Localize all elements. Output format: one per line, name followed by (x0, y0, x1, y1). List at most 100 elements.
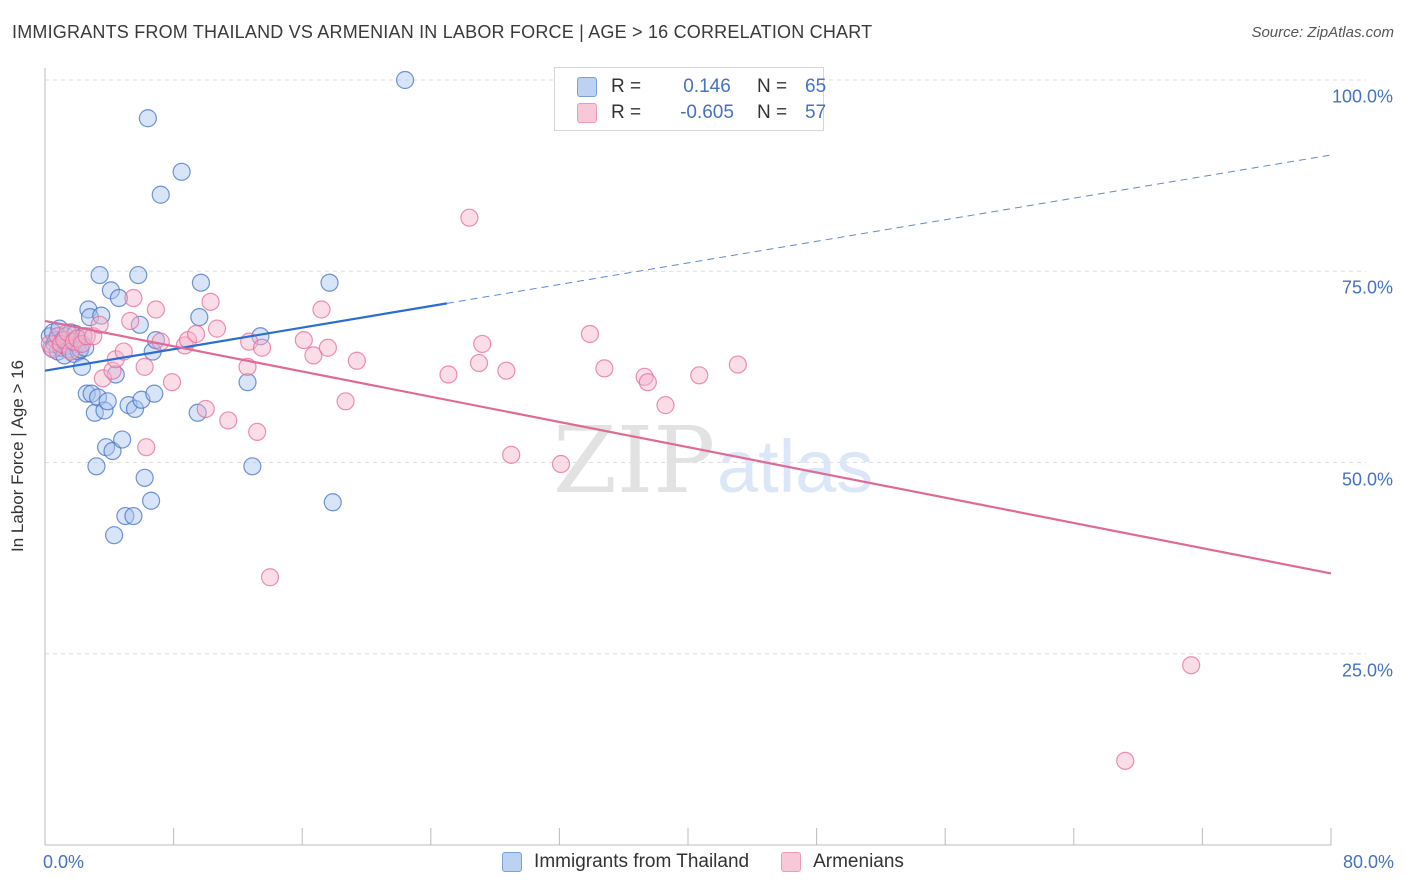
point-armenians (304, 346, 323, 365)
stats-legend: R = 0.146 N = 65 R = -0.605 N = 57 (554, 67, 826, 131)
point-armenians (77, 327, 96, 346)
point-armenians (294, 331, 313, 350)
point-thailand (238, 373, 257, 392)
point-armenians (248, 422, 267, 441)
legend-label-armenians: Armenians (813, 851, 904, 872)
point-armenians (201, 292, 220, 311)
chart-title: IMMIGRANTS FROM THAILAND VS ARMENIAN IN … (12, 22, 873, 42)
point-thailand (138, 109, 157, 128)
point-thailand (109, 288, 129, 308)
x-tick-label: 0.0% (43, 852, 85, 872)
y-tick-label: 50.0% (1341, 469, 1393, 489)
point-armenians (162, 373, 182, 392)
point-thailand (172, 162, 191, 181)
point-armenians (90, 315, 109, 334)
point-armenians (318, 338, 338, 357)
point-thailand (323, 493, 342, 512)
source-credit: Source: ZipAtlas.com (1251, 24, 1394, 41)
legend-item-thailand: Immigrants from Thailand (502, 851, 749, 873)
point-armenians (135, 357, 154, 376)
point-armenians (312, 300, 331, 319)
point-thailand (320, 273, 339, 292)
point-thailand (124, 506, 143, 526)
point-armenians (196, 399, 215, 419)
point-armenians (219, 411, 238, 430)
point-armenians (469, 353, 489, 373)
y-tick-label: 75.0% (1341, 277, 1393, 298)
point-armenians (260, 568, 280, 587)
point-armenians (439, 365, 458, 384)
point-armenians (551, 454, 571, 474)
data-points (40, 70, 1201, 770)
point-thailand (191, 273, 211, 292)
legend-swatch-thailand (577, 77, 597, 97)
legend-r-label: R = (611, 76, 642, 97)
legend-item-armenians: Armenians (781, 851, 904, 873)
legend-n-value: 65 (805, 76, 827, 97)
legend-label-thailand: Immigrants from Thailand (534, 851, 750, 872)
y-tick-label: 100.0% (1331, 86, 1393, 107)
point-thailand (87, 457, 106, 476)
point-armenians (93, 369, 112, 388)
legend-swatch-thailand (502, 852, 523, 872)
watermark: ZIP atlas (553, 407, 873, 514)
legend-row-thailand: R = 0.146 N = 65 (577, 75, 826, 99)
legend-n-label: N = (757, 76, 788, 97)
point-armenians (207, 319, 227, 338)
trend-line-thailand-extrapolated (446, 154, 1332, 304)
point-armenians (638, 373, 657, 392)
point-thailand (135, 468, 154, 487)
point-armenians (460, 208, 479, 227)
point-thailand (125, 399, 145, 419)
point-armenians (690, 366, 709, 385)
legend-n-label: N = (757, 102, 788, 123)
y-tick-label: 25.0% (1341, 660, 1393, 681)
point-armenians (187, 324, 206, 344)
point-thailand (130, 315, 149, 334)
point-thailand (190, 308, 209, 327)
trend-lines (44, 154, 1332, 575)
legend-row-armenians: R = -0.605 N = 57 (577, 101, 826, 125)
point-armenians (473, 334, 492, 354)
point-thailand (243, 457, 262, 476)
legend-swatch-armenians (577, 103, 597, 123)
point-armenians (121, 311, 140, 331)
point-armenians (728, 355, 747, 374)
x-tick-label: 80.0% (1342, 852, 1394, 872)
watermark-atlas: atlas (717, 425, 873, 508)
point-thailand (98, 392, 117, 411)
point-armenians (656, 396, 675, 415)
legend-r-value: -0.605 (680, 102, 734, 123)
point-armenians (146, 300, 166, 319)
point-armenians (497, 361, 516, 380)
trend-line-thailand (44, 302, 448, 372)
legend-r-value: 0.146 (683, 76, 731, 97)
point-thailand (105, 526, 124, 545)
point-thailand (90, 265, 109, 285)
y-axis-label: In Labor Force | Age > 16 (8, 359, 27, 553)
point-armenians (595, 359, 614, 378)
point-armenians (1116, 751, 1135, 770)
point-armenians (137, 438, 156, 457)
trend-line-armenians (44, 319, 1332, 575)
point-thailand (92, 306, 111, 325)
point-armenians (252, 338, 272, 357)
point-armenians (103, 361, 122, 380)
point-armenians (336, 392, 355, 411)
legend-swatch-armenians (781, 852, 802, 872)
axes (44, 68, 1332, 846)
point-thailand (77, 384, 96, 403)
point-armenians (58, 323, 77, 342)
point-thailand (113, 430, 132, 449)
point-thailand (141, 491, 161, 510)
point-armenians (347, 351, 366, 370)
point-thailand (395, 70, 415, 90)
point-thailand (129, 265, 148, 285)
point-thailand (145, 384, 164, 403)
point-armenians (580, 324, 600, 344)
legend-n-value: 57 (805, 102, 827, 123)
point-armenians (1182, 656, 1201, 675)
point-armenians (502, 445, 521, 464)
legend-r-label: R = (611, 102, 642, 123)
